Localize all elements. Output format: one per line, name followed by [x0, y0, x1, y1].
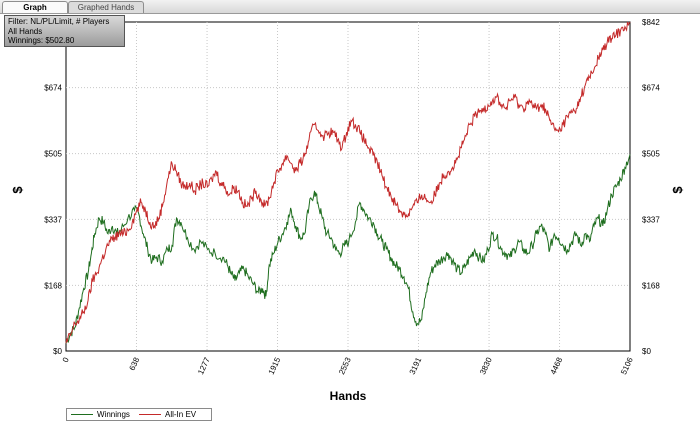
y-axis-label-left: $ [10, 186, 25, 194]
y-tick-label-right: $674 [642, 84, 660, 93]
y-tick-label-left: $0 [53, 347, 62, 356]
tab-graphed-hands[interactable]: Graphed Hands [68, 1, 144, 13]
tab-graph[interactable]: Graph [2, 1, 68, 13]
x-tick-label: 5106 [619, 356, 635, 376]
y-axis-label-right: $ [670, 186, 685, 194]
x-tick-label: 4468 [549, 356, 565, 376]
x-tick-label: 3830 [478, 356, 494, 376]
y-tick-label-left: $505 [44, 150, 62, 159]
filter-info-box: Filter: NL/PL/Limit, # Players All Hands… [4, 15, 125, 47]
tab-bar: Graph Graphed Hands [0, 0, 700, 14]
y-tick-label-right: $0 [642, 347, 651, 356]
winnings-line: Winnings: $502.80 [8, 36, 75, 45]
y-tick-label-left: $168 [44, 281, 62, 290]
legend-swatch-winnings [71, 414, 93, 415]
y-tick-label-right: $337 [642, 215, 660, 224]
x-tick-label: 2553 [337, 356, 353, 376]
y-tick-label-right: $842 [642, 18, 660, 27]
x-tick-label: 638 [127, 356, 141, 372]
x-axis-label: Hands [330, 389, 367, 403]
chart-legend: Winnings All-In EV [66, 408, 212, 421]
filter-line: Filter: NL/PL/Limit, # Players [8, 17, 110, 26]
winnings-line [65, 154, 631, 344]
y-tick-label-left: $337 [44, 215, 62, 224]
legend-label-winnings: Winnings [97, 410, 130, 419]
all-in-ev-line [65, 21, 631, 344]
x-tick-label: 0 [61, 356, 71, 364]
legend-label-all-in-ev: All-In EV [165, 410, 197, 419]
y-tick-label-right: $505 [642, 150, 660, 159]
x-tick-label: 1915 [267, 356, 283, 376]
x-tick-label: 3191 [408, 356, 424, 376]
x-tick-label: 1277 [196, 356, 212, 376]
y-tick-label-right: $168 [642, 281, 660, 290]
legend-swatch-all-in-ev [139, 414, 161, 415]
hands-line: All Hands [8, 26, 43, 36]
y-tick-label-left: $674 [44, 84, 62, 93]
